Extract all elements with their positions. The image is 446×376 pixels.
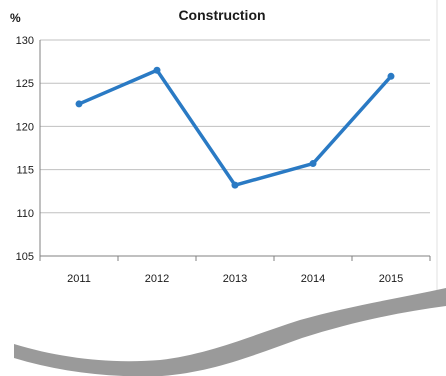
data-point <box>153 66 161 74</box>
data-point <box>309 160 317 168</box>
y-tick-label: 120 <box>16 121 34 133</box>
y-axis-unit-label: % <box>10 11 21 25</box>
x-tick-label: 2015 <box>379 273 403 285</box>
series-group <box>75 66 395 189</box>
x-tick-label: 2011 <box>67 273 91 285</box>
x-tick-label: 2014 <box>301 273 325 285</box>
y-tick-label: 105 <box>16 251 34 263</box>
data-point <box>75 100 83 108</box>
y-tick-label: 115 <box>16 165 34 177</box>
y-tick-label: 125 <box>16 78 34 90</box>
gridlines <box>39 39 430 257</box>
x-tick-label: 2013 <box>223 273 247 285</box>
y-axis-ticks: 105 110 115 120 125 130 <box>16 35 34 263</box>
data-point <box>231 181 239 189</box>
paper-fold-decoration <box>14 288 446 376</box>
data-point <box>387 72 395 80</box>
y-tick-label: 110 <box>16 208 34 220</box>
series-line <box>77 68 393 187</box>
x-tick-label: 2012 <box>145 273 169 285</box>
chart-title: Construction <box>178 7 265 23</box>
x-axis-ticks: 2011 2012 2013 2014 2015 <box>39 256 431 285</box>
y-tick-label: 130 <box>16 35 34 47</box>
